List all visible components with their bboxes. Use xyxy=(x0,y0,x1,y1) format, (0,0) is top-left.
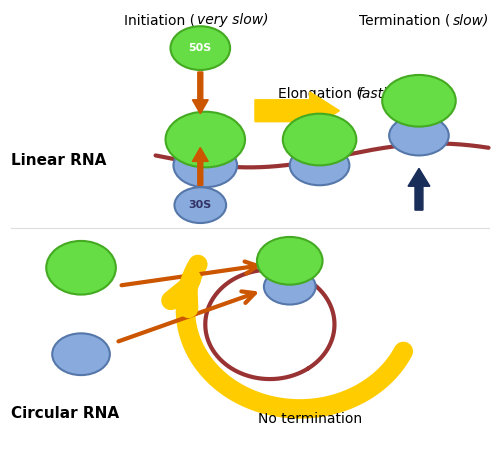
Text: Initiation (: Initiation ( xyxy=(124,13,196,27)
FancyArrow shape xyxy=(192,72,208,114)
FancyArrow shape xyxy=(255,92,340,130)
FancyArrow shape xyxy=(408,168,430,210)
Ellipse shape xyxy=(257,237,322,285)
Ellipse shape xyxy=(174,187,226,223)
Text: No termination: No termination xyxy=(258,412,362,426)
Text: 50S: 50S xyxy=(188,43,212,53)
Text: Circular RNA: Circular RNA xyxy=(12,406,120,421)
Ellipse shape xyxy=(389,116,449,156)
Text: Elongation (: Elongation ( xyxy=(278,87,361,101)
Ellipse shape xyxy=(264,269,316,304)
Text: Linear RNA: Linear RNA xyxy=(12,153,107,168)
Text: 30S: 30S xyxy=(188,200,212,210)
Ellipse shape xyxy=(382,75,456,126)
Ellipse shape xyxy=(174,143,237,187)
Ellipse shape xyxy=(283,114,356,165)
Text: very slow): very slow) xyxy=(198,13,269,27)
Text: fast): fast) xyxy=(358,87,389,101)
Ellipse shape xyxy=(46,241,116,294)
Text: slow): slow) xyxy=(453,13,489,27)
Text: Termination (: Termination ( xyxy=(360,13,450,27)
Ellipse shape xyxy=(52,334,110,375)
Ellipse shape xyxy=(166,112,245,167)
Ellipse shape xyxy=(290,146,350,185)
Ellipse shape xyxy=(170,26,230,70)
FancyArrow shape xyxy=(192,147,208,185)
